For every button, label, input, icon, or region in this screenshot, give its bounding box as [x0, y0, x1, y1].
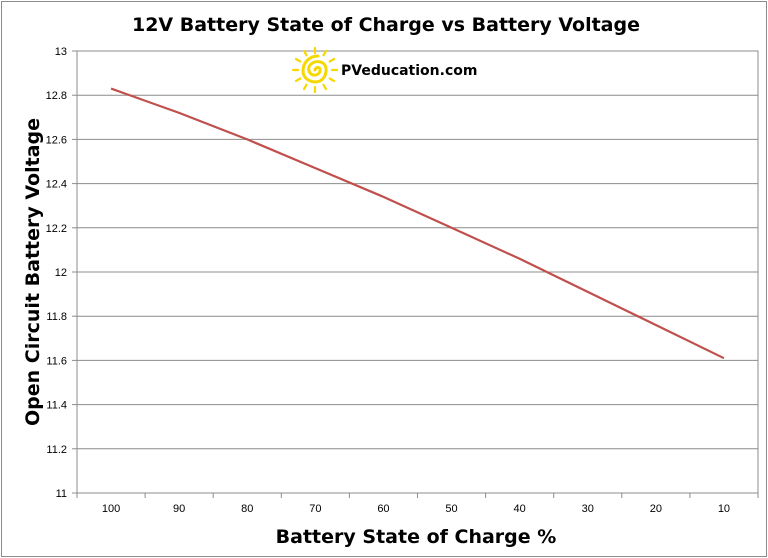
x-tick-label: 40	[514, 503, 526, 515]
y-tick-label: 11.8	[46, 311, 67, 323]
x-axis-title: Battery State of Charge %	[276, 526, 557, 548]
x-tick-label: 20	[650, 503, 662, 515]
x-tick-label: 10	[718, 503, 730, 515]
y-tick-label: 12.8	[46, 90, 67, 102]
y-axis-labels: 11 11.2 11.4 11.6 11.8 12 12.2 12.4 12.6 12.8 13	[46, 46, 67, 500]
x-axis-labels: 100 90 80 70 60 50 40 30 20 10	[102, 503, 730, 515]
x-tick-label: 100	[102, 503, 120, 515]
sun-spiral-icon	[291, 46, 339, 94]
y-tick-label: 11.6	[46, 355, 67, 367]
y-tick-label: 11.2	[46, 444, 67, 456]
y-tick-label: 12.4	[46, 179, 67, 191]
y-axis-title: Open Circuit Battery Voltage	[22, 118, 44, 426]
series-line	[110, 87, 725, 360]
y-tick-label: 11	[56, 488, 67, 500]
y-tick-label: 11.4	[46, 400, 67, 412]
series-layer	[110, 87, 725, 360]
y-tick-label: 12	[55, 267, 67, 279]
x-tick-label: 50	[445, 503, 457, 515]
x-tick-label: 80	[241, 503, 253, 515]
y-tick-label: 12.2	[46, 223, 67, 235]
x-tick-label: 70	[309, 503, 321, 515]
y-tick-label: 13	[55, 46, 67, 58]
x-tick-label: 90	[173, 503, 185, 515]
y-tick-label: 12.6	[46, 134, 67, 146]
x-axis-ticks	[76, 493, 759, 498]
logo: PVeducation.com	[291, 46, 477, 94]
logo-text: PVeducation.com	[341, 63, 477, 79]
chart-title: 12V Battery State of Charge vs Battery V…	[132, 14, 640, 36]
gridlines	[72, 50, 758, 494]
x-tick-label: 60	[377, 503, 389, 515]
x-tick-label: 30	[582, 503, 594, 515]
